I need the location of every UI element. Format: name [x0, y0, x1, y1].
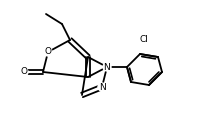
Text: N: N [104, 63, 110, 72]
Circle shape [20, 68, 28, 76]
Text: N: N [99, 82, 105, 92]
Circle shape [103, 63, 111, 71]
Circle shape [44, 48, 52, 56]
Text: O: O [44, 48, 51, 57]
Text: O: O [20, 68, 28, 77]
Circle shape [98, 83, 106, 91]
Circle shape [137, 33, 151, 46]
Text: Cl: Cl [140, 36, 149, 45]
